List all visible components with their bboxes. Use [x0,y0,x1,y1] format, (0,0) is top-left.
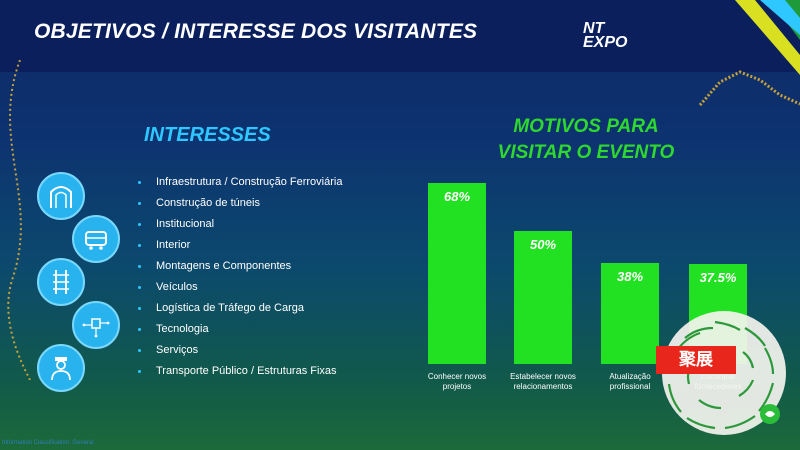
chart-category-label: Conhecer novos projetos [412,372,502,392]
chart-category-label-line: profissional [609,382,651,391]
interesses-title: INTERESSES [144,124,271,146]
chart-category-label-line: Conhecer novos [427,372,487,381]
chart-bar [428,183,486,364]
chart-value-label: 68% [443,189,471,204]
nt-expo-logo: NT EXPO [583,20,647,54]
interest-item: Logística de Tráfego de Carga [136,298,342,319]
interest-item: Serviços [136,340,342,361]
interest-item: Montagens e Componentes [136,256,342,277]
chart-category-label-line: Estabelecer novos [510,372,576,381]
decor-dotted-curve [7,60,31,380]
chart-category-label: Atualização profissional [585,372,675,392]
chart-bar [514,231,572,364]
railway-track-icon [37,258,85,306]
interest-item: Veículos [136,277,342,298]
tunnel-icon [37,172,85,220]
interest-item: Transporte Público / Estruturas Fixas [136,361,342,382]
interest-item: Tecnologia [136,319,342,340]
chart-category-label-line: Atualização [609,372,651,381]
conductor-icon [37,344,85,392]
page-title: OBJETIVOS / INTERESSE DOS VISITANTES [34,20,478,43]
corner-decoration [698,0,800,106]
logo-line-2: EXPO [583,34,628,51]
interest-item: Institucional [136,214,342,235]
chart-category-label-line: relacionamentos [513,382,573,391]
train-icon [72,215,120,263]
interest-item: Infraestrutura / Construção Ferroviária [136,172,342,193]
chart-value-label: 38% [616,269,644,284]
chart-category-label-line: projetos [442,382,472,391]
interests-list: Infraestrutura / Construção Ferroviária C… [136,172,342,382]
logo-line-1: NT [583,20,605,37]
motivos-title-line-2: VISITAR O EVENTO [497,142,675,163]
header-bar [0,0,800,72]
qr-badge-text: 聚展 [656,346,736,374]
chart-value-label: 50% [529,237,557,252]
circuit-icon [72,301,120,349]
motivos-title-line-1: MOTIVOS PARA [513,116,659,137]
interest-item: Interior [136,235,342,256]
chart-bar [601,263,659,364]
interest-item: Construção de túneis [136,193,342,214]
chart-category-label: Estabelecer novos relacionamentos [498,372,588,392]
footer-classification: Information Classification: General [2,440,94,446]
motivos-title: MOTIVOS PARA VISITAR O EVENTO [466,114,706,166]
chart-value-label: 37.5% [699,270,737,285]
